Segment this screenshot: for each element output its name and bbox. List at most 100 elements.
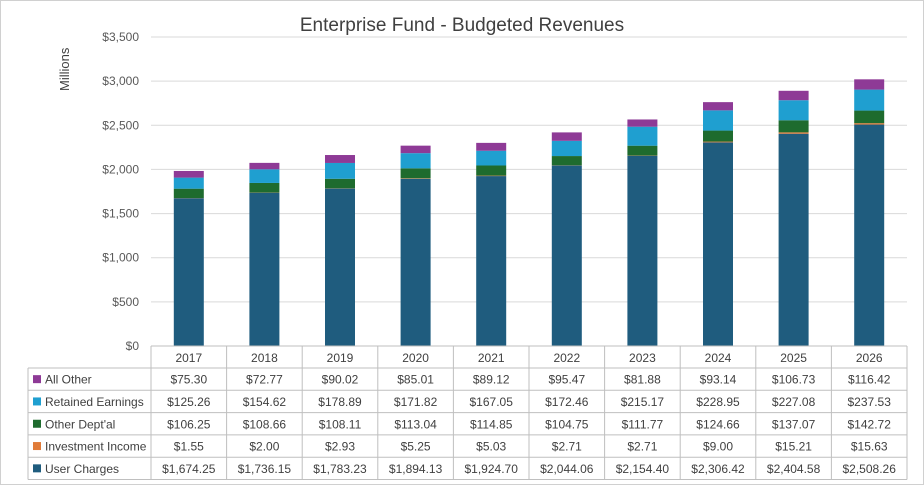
table-value-label: $5.03 <box>476 440 506 454</box>
table-value-label: $116.42 <box>848 373 891 387</box>
table-value-label: $2,154.40 <box>616 462 670 476</box>
bar-segment <box>627 145 658 156</box>
bar-segment <box>249 169 280 183</box>
bar-segment <box>249 192 280 346</box>
bar-segment <box>476 142 507 151</box>
bar-segment <box>551 132 582 141</box>
bar-segment <box>627 126 658 146</box>
bar-segment <box>551 140 582 157</box>
table-value-label: $114.85 <box>470 417 513 431</box>
bar-segment <box>400 153 431 169</box>
table-value-label: $228.95 <box>696 395 740 409</box>
legend-series-name: Retained Earnings <box>45 395 144 409</box>
x-category-label: 2023 <box>629 351 656 365</box>
bar-segment <box>627 155 658 346</box>
bar-segment <box>778 100 809 121</box>
bar-segment <box>703 102 733 111</box>
table-value-label: $2,508.26 <box>843 462 897 476</box>
table-value-label: $89.12 <box>473 373 510 387</box>
bar-segment <box>249 162 280 170</box>
table-value-label: $2.71 <box>552 440 582 454</box>
table-value-label: $9.00 <box>703 440 733 454</box>
table-value-label: $15.63 <box>851 440 888 454</box>
legend-series-name: Other Dept'al <box>45 417 115 431</box>
table-value-label: $1,674.25 <box>162 462 216 476</box>
table-value-label: $90.02 <box>322 373 359 387</box>
table-value-label: $2.93 <box>325 440 355 454</box>
bar-segment <box>476 165 507 176</box>
bar-segment <box>854 79 885 90</box>
legend-key <box>33 375 41 384</box>
table-value-label: $1,924.70 <box>465 462 519 476</box>
table-value-label: $93.14 <box>700 373 737 387</box>
bar-segment <box>703 141 733 143</box>
table-value-label: $106.73 <box>772 373 816 387</box>
table-value-label: $178.89 <box>318 395 362 409</box>
legend-series-name: User Charges <box>45 462 119 476</box>
table-value-label: $227.08 <box>772 395 816 409</box>
bar-segment <box>325 155 355 163</box>
table-value-label: $104.75 <box>545 417 589 431</box>
table-value-label: $142.72 <box>848 417 892 431</box>
bar-segment <box>476 176 507 346</box>
bar-segment <box>173 170 204 178</box>
bar-segment <box>476 150 507 166</box>
table-value-label: $2,306.42 <box>691 462 745 476</box>
table-value-label: $167.05 <box>470 395 514 409</box>
chart-title: Enterprise Fund - Budgeted Revenues <box>299 15 625 36</box>
table-value-label: $2,044.06 <box>540 462 594 476</box>
table-value-label: $1,783.23 <box>313 462 367 476</box>
y-tick-label: $3,500 <box>102 30 139 44</box>
y-tick-label: $0 <box>126 339 140 353</box>
bar-segment <box>325 162 355 179</box>
bar-segment <box>551 156 582 166</box>
table-value-label: $171.82 <box>394 395 438 409</box>
bar-segment <box>703 110 733 131</box>
x-category-label: 2025 <box>780 351 807 365</box>
bar-segment <box>778 90 809 101</box>
x-category-label: 2018 <box>251 351 278 365</box>
table-value-label: $15.21 <box>775 440 812 454</box>
table-value-label: $72.77 <box>246 373 283 387</box>
table-value-label: $2.71 <box>627 440 657 454</box>
table-value-label: $5.25 <box>401 440 431 454</box>
table-value-label: $1,894.13 <box>389 462 443 476</box>
table-value-label: $85.01 <box>397 373 434 387</box>
x-category-label: 2020 <box>402 351 429 365</box>
bar-segment <box>400 168 431 179</box>
bar-segment <box>325 178 355 189</box>
table-value-label: $172.46 <box>545 395 589 409</box>
x-category-label: 2026 <box>856 351 883 365</box>
table-value-label: $2.00 <box>249 440 279 454</box>
bar-segment <box>703 130 733 142</box>
y-tick-label: $2,500 <box>102 118 139 132</box>
x-category-label: 2017 <box>175 351 202 365</box>
table-value-label: $154.62 <box>243 395 287 409</box>
bar-segment <box>778 133 809 346</box>
bar-segment <box>854 110 885 124</box>
table-value-label: $2,404.58 <box>767 462 821 476</box>
bar-segment <box>551 165 582 346</box>
table-value-label: $108.66 <box>243 417 287 431</box>
y-tick-label: $1,000 <box>102 251 139 265</box>
x-category-label: 2024 <box>705 351 732 365</box>
y-tick-label: $1,500 <box>102 207 139 221</box>
table-value-label: $125.26 <box>167 395 211 409</box>
y-tick-label: $2,000 <box>102 162 139 176</box>
legend-series-name: All Other <box>45 373 92 387</box>
legend-key <box>33 442 41 451</box>
table-value-label: $108.11 <box>319 417 362 431</box>
bar-segment <box>400 145 431 154</box>
bar-segment <box>400 178 431 346</box>
bar-segment <box>854 123 885 125</box>
table-value-label: $1,736.15 <box>238 462 292 476</box>
legend-key <box>33 397 41 406</box>
table-value-label: $124.66 <box>696 417 740 431</box>
table-value-label: $113.04 <box>394 417 437 431</box>
table-value-label: $1.55 <box>174 440 204 454</box>
x-category-label: 2019 <box>327 351 354 365</box>
bar-segment <box>325 188 355 346</box>
y-tick-label: $3,000 <box>102 74 139 88</box>
bar-segment <box>627 119 658 127</box>
